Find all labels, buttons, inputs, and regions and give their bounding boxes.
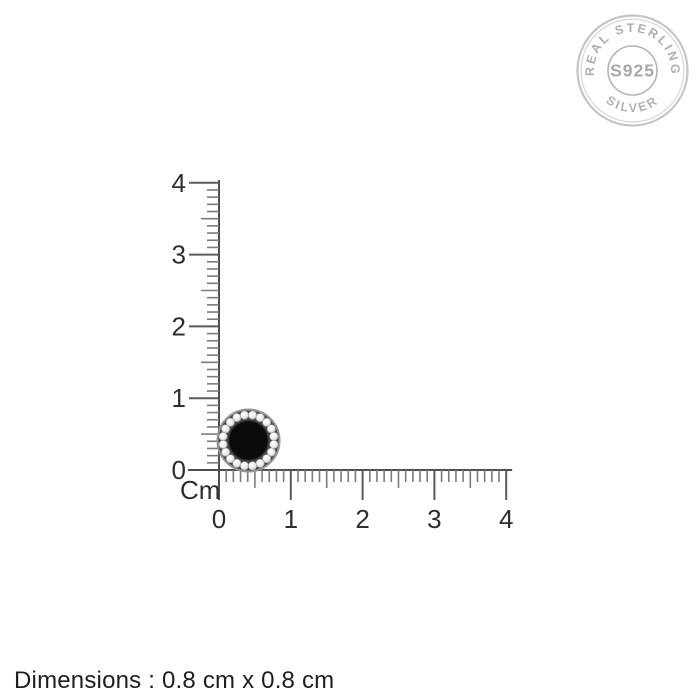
vertical-ruler-number: 3 xyxy=(172,240,186,270)
halo-stone xyxy=(266,424,276,434)
earring-product-photo xyxy=(216,408,281,473)
halo-stone xyxy=(232,458,242,468)
horizontal-ruler-number: 0 xyxy=(212,504,226,534)
halo-stone xyxy=(225,417,235,427)
halo-stone xyxy=(240,461,249,471)
halo-stone xyxy=(218,440,228,449)
halo-stone xyxy=(255,458,265,468)
badge-outer-ring xyxy=(576,14,689,127)
halo-stone xyxy=(262,417,272,427)
vertical-ruler-number: 4 xyxy=(172,168,186,198)
horizontal-ruler-number: 3 xyxy=(427,504,441,534)
dimensions-caption: Dimensions : 0.8 cm x 0.8 cm xyxy=(14,667,335,694)
halo-stone xyxy=(225,454,235,464)
halo-stone xyxy=(269,440,279,449)
halo-stone xyxy=(255,413,265,423)
badge-arc-bottom-label: SILVER xyxy=(604,93,662,115)
halo-stone xyxy=(232,413,242,423)
horizontal-ruler-number: 1 xyxy=(284,504,298,534)
halo-stone xyxy=(221,447,231,457)
badge-inner-ring xyxy=(607,45,658,96)
halo-stone xyxy=(262,454,272,464)
halo-stone xyxy=(248,410,257,420)
halo-stone xyxy=(269,432,279,441)
horizontal-ruler-number: 2 xyxy=(355,504,369,534)
badge-second-ring xyxy=(580,18,685,123)
vertical-ruler-number: 0 xyxy=(172,455,186,485)
badge-center-label: S925 xyxy=(610,61,655,81)
halo-stone xyxy=(248,461,257,471)
halo-stone xyxy=(266,447,276,457)
vertical-ruler-number: 1 xyxy=(172,383,186,413)
vertical-ruler-number: 2 xyxy=(172,311,186,341)
silver-purity-badge: REAL STERLING SILVER S925 xyxy=(576,14,689,127)
halo-stone xyxy=(218,432,228,441)
halo-stone xyxy=(240,410,249,420)
halo-stones-ring xyxy=(218,410,279,471)
ruler-unit-label: Cm xyxy=(180,475,220,505)
earring-black-center-stone xyxy=(228,420,269,461)
halo-stone xyxy=(221,424,231,434)
horizontal-ruler-number: 4 xyxy=(499,504,513,534)
